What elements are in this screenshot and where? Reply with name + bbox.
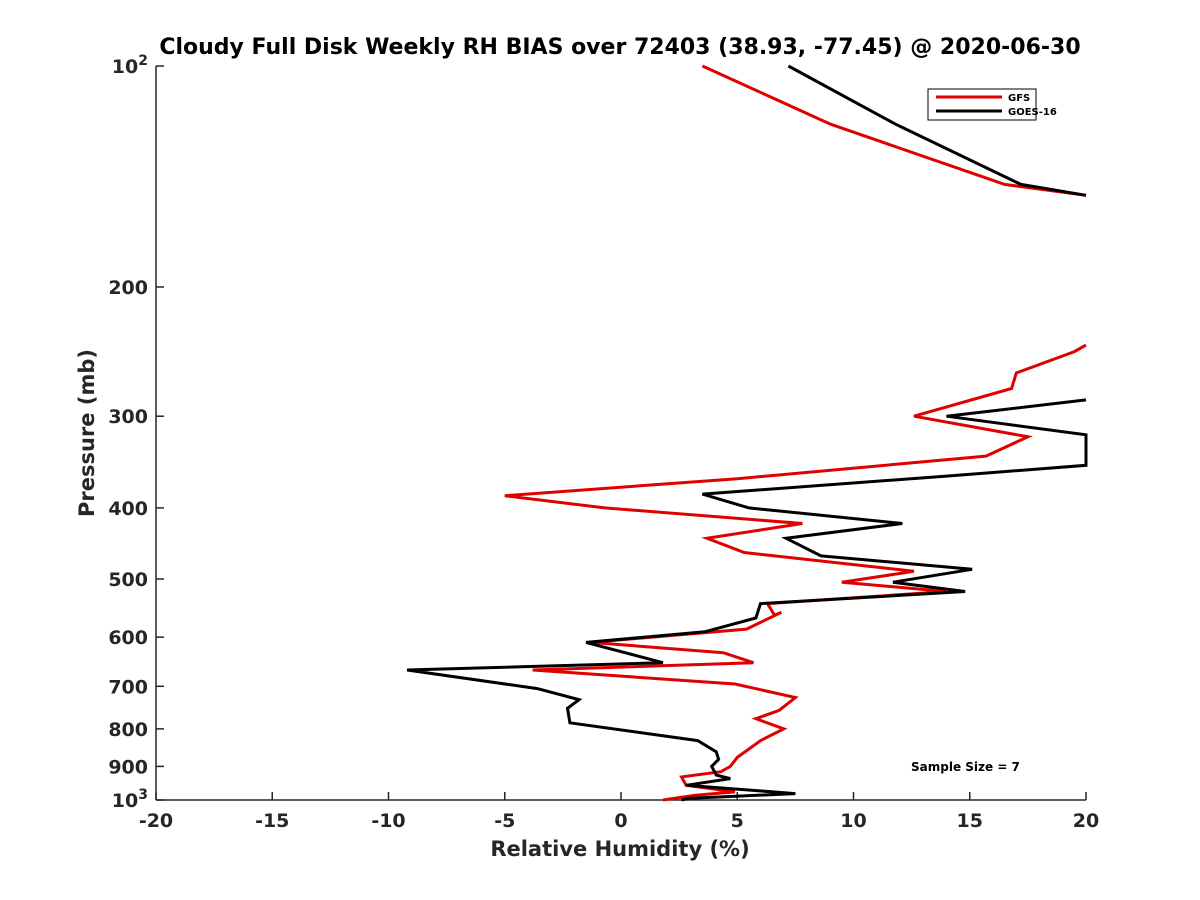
y-tick-label: 700 — [108, 676, 148, 698]
y-axis-label: Pressure (mb) — [75, 349, 99, 517]
y-tick-label: 300 — [108, 406, 148, 428]
x-tick-label: -20 — [139, 810, 173, 832]
legend-box — [927, 88, 1037, 121]
y-tick-label: 900 — [108, 756, 148, 778]
y-tick-label: 800 — [108, 719, 148, 741]
x-axis-ticks: -20 -15 -10 -5 0 5 10 15 20 — [139, 792, 1099, 832]
series-line-gfs — [504, 343, 1087, 802]
legend-label-gfs: GFS — [1008, 93, 1030, 104]
y-tick-label: 600 — [108, 627, 148, 649]
x-tick-label: -15 — [255, 810, 289, 832]
legend-label-goes-16: GOES-16 — [1008, 107, 1057, 118]
x-tick-label: 5 — [731, 810, 744, 832]
chart-title: Cloudy Full Disk Weekly RH BIAS over 724… — [159, 35, 1080, 60]
series-lines — [406, 64, 1088, 802]
x-tick-label: 15 — [957, 810, 983, 832]
series-line-goes-16 — [406, 398, 1088, 802]
x-axis-label: Relative Humidity (%) — [490, 837, 749, 861]
axes — [155, 66, 1086, 801]
sample-size-annotation: Sample Size = 7 — [911, 760, 1020, 774]
x-tick-label: 20 — [1073, 810, 1099, 832]
series-line-gfs — [701, 64, 1087, 197]
x-tick-label: 0 — [614, 810, 627, 832]
x-tick-label: -10 — [371, 810, 405, 832]
y-tick-label: 400 — [108, 498, 148, 520]
series-line-goes-16 — [787, 64, 1087, 197]
y-axis-ticks: 102 200 300 400 500 600 700 800 900 103 — [108, 53, 164, 812]
y-tick-label: 102 — [112, 53, 148, 78]
x-tick-label: -5 — [494, 810, 515, 832]
y-tick-label: 200 — [108, 277, 148, 299]
y-tick-label: 103 — [112, 787, 148, 812]
legend: GFS GOES-16 — [927, 88, 1057, 121]
x-tick-label: 10 — [840, 810, 866, 832]
y-tick-label: 500 — [108, 569, 148, 591]
